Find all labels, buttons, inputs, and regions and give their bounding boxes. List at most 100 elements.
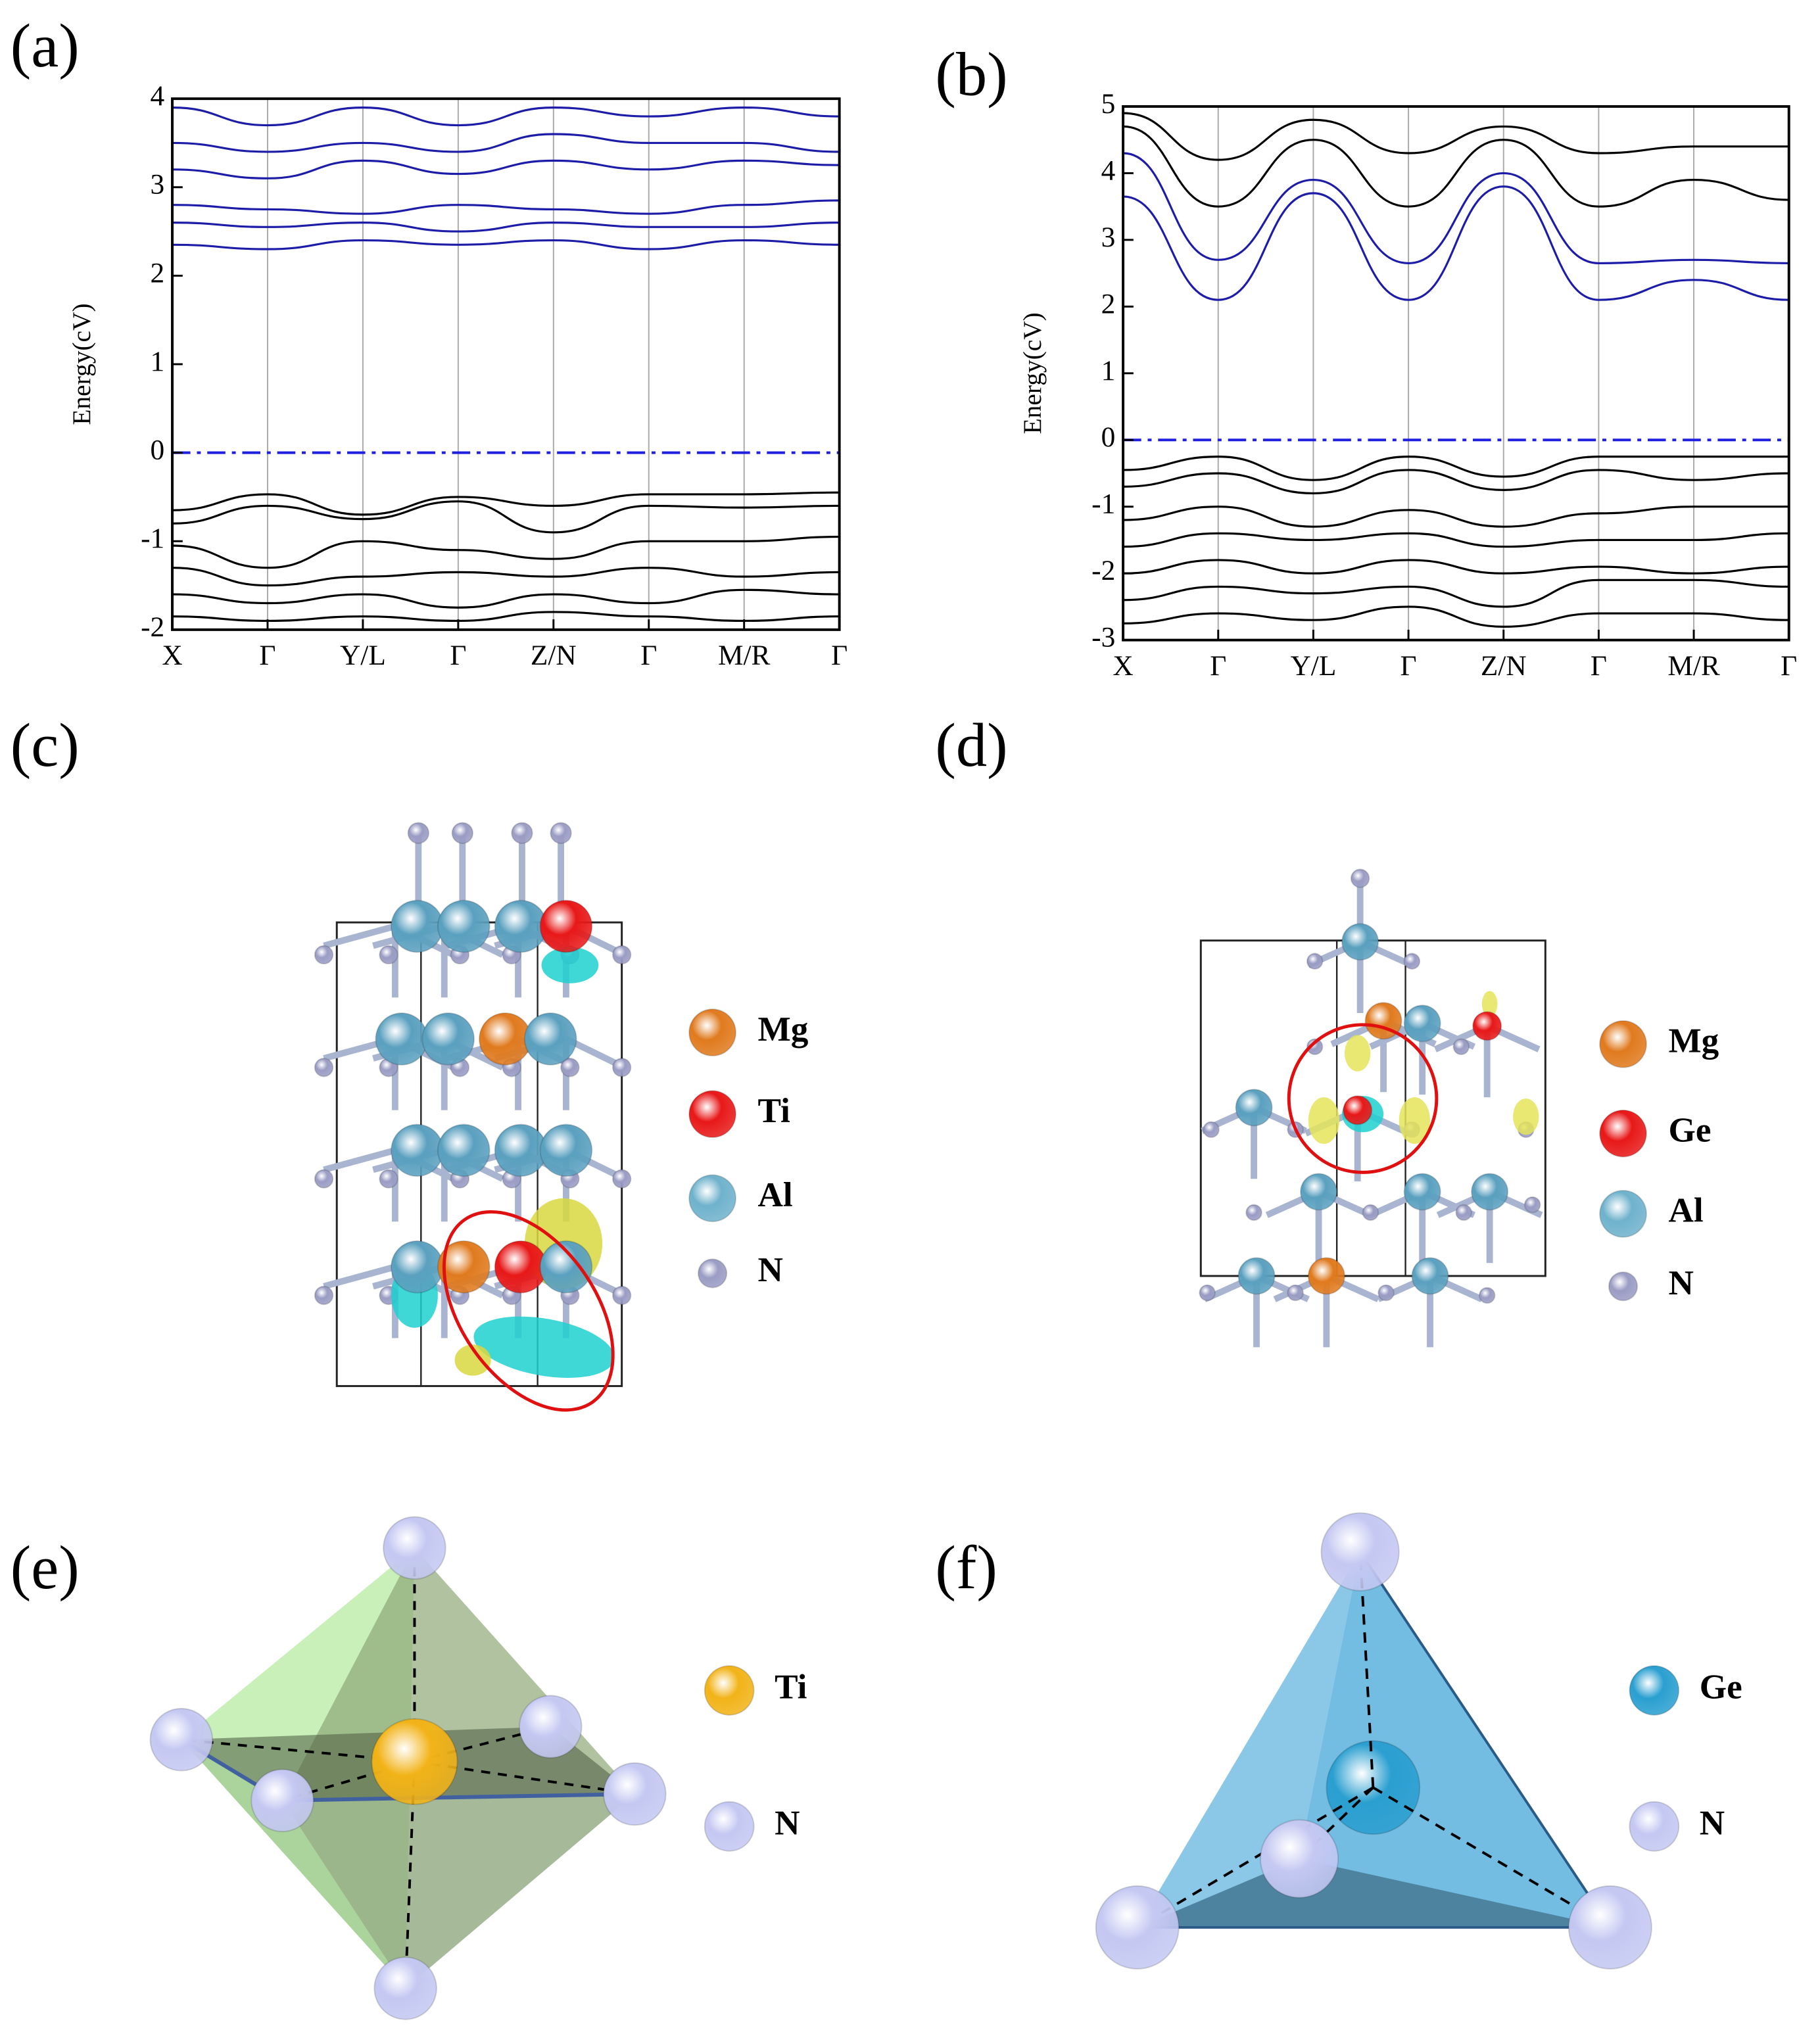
y-tick-label: -1	[141, 523, 164, 554]
y-tick-label: 4	[1101, 154, 1116, 186]
atom	[1307, 1257, 1345, 1295]
atom	[611, 1169, 632, 1189]
band	[172, 159, 840, 179]
band	[172, 239, 840, 250]
legend-swatch	[697, 1258, 728, 1288]
atom	[1259, 1819, 1339, 1899]
atom	[1350, 868, 1370, 888]
band	[1123, 125, 1789, 208]
panel-label: (e)	[11, 1534, 80, 1602]
legend-swatch	[704, 1664, 755, 1716]
atom	[1235, 1089, 1273, 1127]
legend-swatch	[688, 1008, 737, 1057]
legend-swatch	[1599, 1109, 1647, 1158]
axis-dash	[1136, 1786, 1374, 1929]
x-tick-label: Z/N	[1481, 650, 1527, 682]
x-tick-label: Γ	[259, 640, 275, 671]
y-axis-title: Energy(cV)	[1018, 312, 1047, 434]
x-tick-label: Γ	[1401, 650, 1417, 682]
isosurface	[1481, 991, 1498, 1017]
atom	[1341, 923, 1379, 961]
atom	[314, 1285, 334, 1306]
band	[172, 491, 840, 516]
band	[172, 222, 840, 233]
legend-swatch	[1608, 1271, 1639, 1302]
legend-swatch	[1629, 1664, 1680, 1716]
atom	[519, 1695, 583, 1759]
band	[172, 535, 840, 569]
atom	[523, 1012, 577, 1066]
structure-illustrations	[149, 822, 1652, 2020]
atom	[1203, 1121, 1220, 1139]
band	[172, 567, 840, 587]
bands	[172, 106, 840, 623]
x-tick-label: Γ	[831, 640, 848, 671]
band	[1123, 605, 1789, 628]
atom	[1237, 1257, 1276, 1295]
x-tick-label: Γ	[450, 640, 466, 671]
x-tick-label: X	[1113, 650, 1133, 682]
atom	[478, 1012, 532, 1066]
atom	[437, 1240, 491, 1294]
legend-label: Ti	[775, 1668, 807, 1707]
atom	[1199, 1284, 1216, 1302]
legend-label: Al	[1668, 1191, 1703, 1230]
atom	[437, 1123, 491, 1177]
x-tick-label: Y/L	[340, 640, 386, 671]
atom	[550, 822, 572, 844]
band	[1123, 578, 1789, 608]
atom	[314, 1169, 334, 1189]
atom	[1471, 1173, 1509, 1211]
y-tick-label: 1	[151, 346, 165, 377]
y-tick-label: 4	[151, 80, 165, 112]
bands	[1123, 112, 1789, 628]
legend-label: N	[1700, 1803, 1725, 1842]
y-tick-label: -2	[1091, 555, 1115, 586]
legend-label: Al	[758, 1175, 793, 1214]
band	[172, 500, 840, 534]
atom	[390, 1123, 444, 1177]
legend-label: Ge	[1668, 1110, 1711, 1149]
atom	[390, 899, 444, 953]
band	[1123, 456, 1789, 481]
atom	[1472, 1011, 1502, 1041]
face	[181, 1739, 406, 1989]
y-tick-label: 2	[151, 257, 165, 289]
x-tick-label: Γ	[640, 640, 657, 671]
axis-dash	[1372, 1786, 1611, 1929]
y-tick-label: 0	[151, 435, 165, 466]
legend-swatch	[688, 1090, 737, 1139]
x-tick-label: X	[162, 640, 182, 671]
atom	[1411, 1257, 1449, 1295]
axis-dash	[1358, 1551, 1375, 1788]
bond	[323, 923, 396, 949]
atom	[1343, 1095, 1373, 1125]
panel-label: (a)	[11, 12, 80, 80]
atom	[539, 899, 593, 953]
x-tick-label: Z/N	[531, 640, 577, 671]
band	[1123, 152, 1789, 264]
atom	[1362, 1204, 1379, 1221]
atom	[1403, 1173, 1441, 1211]
x-tick-label: Y/L	[1291, 650, 1337, 682]
atom	[539, 1123, 593, 1177]
atom	[1306, 1038, 1324, 1056]
atom	[421, 1012, 475, 1066]
atom	[539, 1240, 593, 1294]
bond	[323, 1263, 396, 1290]
legend-label: Ge	[1700, 1668, 1742, 1707]
band	[172, 106, 840, 127]
legend-swatch	[1629, 1801, 1680, 1852]
isosurface	[1513, 1098, 1539, 1135]
x-tick-label: Γ	[1210, 650, 1226, 682]
atom	[494, 899, 548, 953]
atom	[494, 1240, 548, 1294]
atom	[314, 945, 334, 965]
atom	[511, 822, 533, 844]
band	[172, 611, 840, 623]
atom	[603, 1762, 667, 1826]
legend-swatch	[1599, 1020, 1647, 1068]
atom	[379, 945, 398, 965]
face	[1137, 1858, 1610, 1927]
